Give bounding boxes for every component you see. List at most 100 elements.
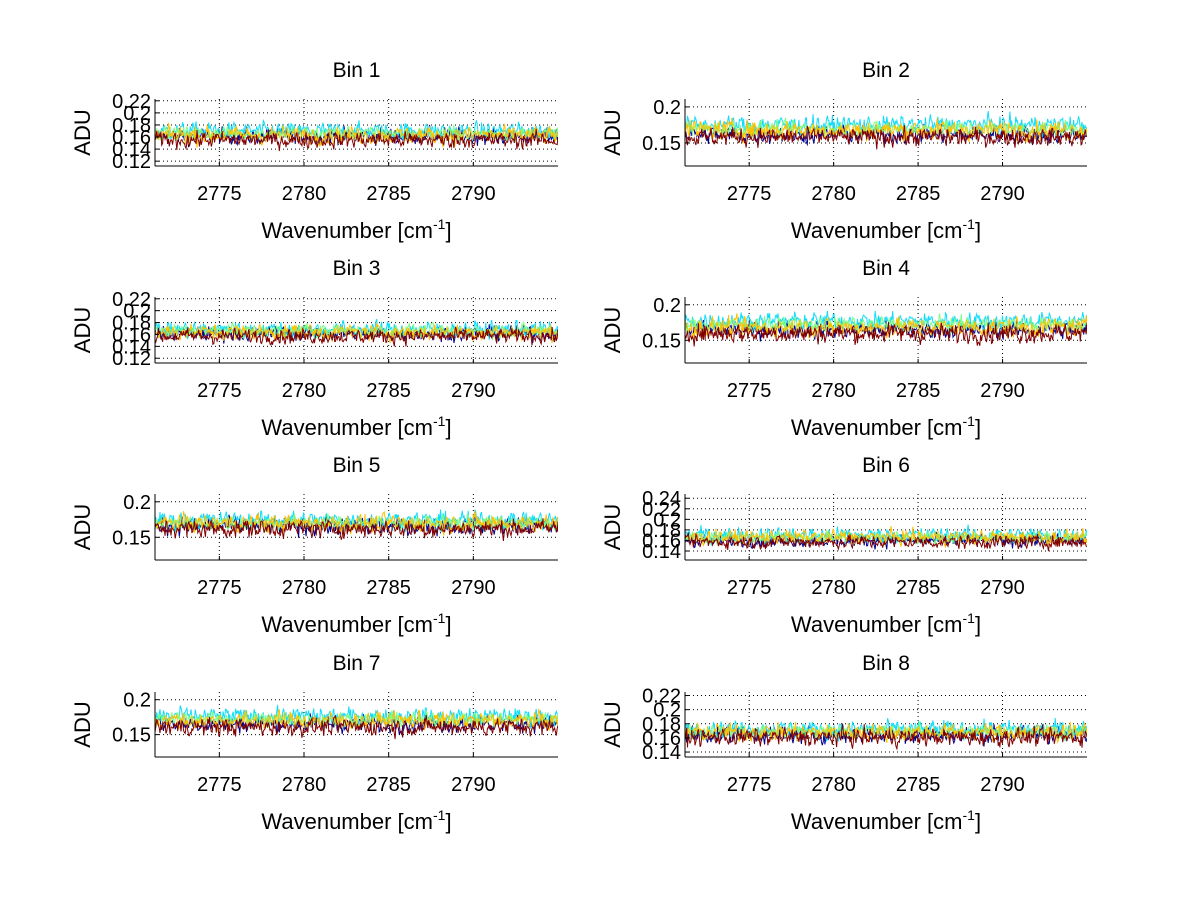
x-axis-label-text: Wavenumber [cm xyxy=(791,218,963,243)
x-axis-label-bracket: ] xyxy=(445,218,451,243)
series-line-5 xyxy=(155,326,558,347)
x-tick-label: 2780 xyxy=(811,577,856,599)
x-axis-label-superscript: -1 xyxy=(433,216,446,232)
series-line-4 xyxy=(685,721,1087,744)
series-line-4 xyxy=(685,526,1087,549)
y-tick-label: 0.2 xyxy=(653,700,681,722)
x-axis-label-bracket: ] xyxy=(975,218,981,243)
x-axis-label-superscript: -1 xyxy=(433,413,446,429)
y-tick-label: 0.15 xyxy=(642,133,681,155)
x-axis-label: Wavenumber [cm-1] xyxy=(791,807,981,834)
x-axis-label-bracket: ] xyxy=(975,809,981,834)
x-tick-label: 2790 xyxy=(980,183,1025,205)
x-axis-label-superscript: -1 xyxy=(963,610,976,626)
y-axis-label: ADU xyxy=(600,307,625,353)
x-axis-label-text: Wavenumber [cm xyxy=(261,415,433,440)
x-tick-label: 2775 xyxy=(727,774,772,796)
subplot-title: Bin 6 xyxy=(862,454,910,477)
x-tick-label: 2775 xyxy=(197,577,242,599)
y-axis-label: ADU xyxy=(70,701,95,747)
x-tick-label: 2785 xyxy=(896,577,941,599)
y-tick-label: 0.22 xyxy=(642,686,681,708)
y-tick-label: 0.22 xyxy=(112,289,151,311)
subplot-title: Bin 8 xyxy=(862,652,910,675)
series-line-4 xyxy=(155,510,558,536)
subplot-title: Bin 2 xyxy=(862,59,910,82)
x-axis-label-text: Wavenumber [cm xyxy=(791,612,963,637)
y-tick-label: 0.18 xyxy=(112,313,151,335)
x-tick-label: 2790 xyxy=(980,774,1025,796)
y-tick-label: 0.18 xyxy=(642,714,681,736)
x-tick-label: 2785 xyxy=(896,183,941,205)
series-line-5 xyxy=(685,532,1087,552)
x-axis-label-text: Wavenumber [cm xyxy=(261,612,433,637)
subplot-bin-3: 2775 2780 2785 2790 0.120.140.160.180.20.22 B… xyxy=(70,257,558,440)
y-tick-label: 0.12 xyxy=(112,348,151,370)
x-axis-label-bracket: ] xyxy=(975,612,981,637)
x-tick-label: 2775 xyxy=(197,183,242,205)
series-line-5 xyxy=(685,321,1087,347)
x-axis-label-bracket: ] xyxy=(975,415,981,440)
x-axis-label: Wavenumber [cm-1] xyxy=(791,216,981,243)
y-axis-label: ADU xyxy=(600,504,625,550)
y-axis-label: ADU xyxy=(70,504,95,550)
y-tick-label: 0.16 xyxy=(112,127,151,149)
y-tick-label: 0.14 xyxy=(112,139,151,161)
y-tick-label: 0.14 xyxy=(112,336,151,358)
x-axis-label-superscript: -1 xyxy=(963,413,976,429)
subplot-bin-5: 2775 2780 2785 2790 0.15 0.2 Bin 5 Wavenumber [… xyxy=(70,454,558,637)
x-tick-label: 2790 xyxy=(980,577,1025,599)
subplot-title: Bin 3 xyxy=(333,257,381,280)
x-axis-label-bracket: ] xyxy=(445,612,451,637)
x-tick-label: 2775 xyxy=(727,577,772,599)
series-line-4 xyxy=(685,313,1087,340)
x-tick-label: 2785 xyxy=(366,183,411,205)
x-axis-label-superscript: -1 xyxy=(963,807,976,823)
x-axis-label: Wavenumber [cm-1] xyxy=(261,610,451,637)
x-tick-label: 2785 xyxy=(896,380,941,402)
y-tick-label: 0.2 xyxy=(653,509,681,531)
series-line-4 xyxy=(685,117,1087,144)
series-line-5 xyxy=(685,125,1087,150)
x-tick-label: 2775 xyxy=(727,183,772,205)
x-tick-label: 2780 xyxy=(282,183,327,205)
series-line-4 xyxy=(155,708,558,732)
x-axis-label: Wavenumber [cm-1] xyxy=(261,413,451,440)
y-tick-label: 0.15 xyxy=(112,725,151,747)
x-tick-label: 2780 xyxy=(282,380,327,402)
subplot-bin-2: 2775 2780 2785 2790 0.15 0.2 Bin 2 Wavenumber [… xyxy=(600,59,1087,243)
x-tick-label: 2785 xyxy=(366,577,411,599)
subplot-bin-1: 2775 2780 2785 2790 0.120.140.160.180.20.22 B… xyxy=(70,59,558,243)
x-axis-label-text: Wavenumber [cm xyxy=(791,415,963,440)
x-axis-label-superscript: -1 xyxy=(433,610,446,626)
x-axis-label-text: Wavenumber [cm xyxy=(261,809,433,834)
y-tick-label: 0.15 xyxy=(112,527,151,549)
y-tick-label: 0.2 xyxy=(123,492,151,514)
y-tick-label: 0.18 xyxy=(112,115,151,137)
y-tick-label: 0.18 xyxy=(642,520,681,542)
x-axis-label: Wavenumber [cm-1] xyxy=(261,216,451,243)
series-line-5 xyxy=(155,518,558,541)
x-tick-label: 2790 xyxy=(980,380,1025,402)
y-tick-label: 0.16 xyxy=(642,728,681,750)
subplot-bin-4: 2775 2780 2785 2790 0.15 0.2 Bin 4 Wavenumber [… xyxy=(600,257,1087,440)
x-axis-label-bracket: ] xyxy=(445,809,451,834)
subplot-title: Bin 7 xyxy=(333,652,381,675)
x-tick-label: 2780 xyxy=(811,183,856,205)
y-tick-label: 0.2 xyxy=(653,295,681,317)
subplot-bin-6: 2775 2780 2785 2790 0.140.160.180.20.220.24 B… xyxy=(600,454,1087,637)
x-axis-label-bracket: ] xyxy=(445,415,451,440)
subplot-title: Bin 1 xyxy=(333,59,381,82)
x-tick-label: 2780 xyxy=(811,774,856,796)
y-tick-label: 0.16 xyxy=(112,324,151,346)
y-tick-label: 0.22 xyxy=(112,91,151,113)
x-tick-label: 2775 xyxy=(197,774,242,796)
x-axis-label-text: Wavenumber [cm xyxy=(791,809,963,834)
y-axis-label: ADU xyxy=(600,701,625,747)
series-line-5 xyxy=(155,128,558,152)
y-tick-label: 0.2 xyxy=(123,301,151,323)
x-axis-label: Wavenumber [cm-1] xyxy=(791,610,981,637)
x-tick-label: 2790 xyxy=(451,183,496,205)
subplot-title: Bin 5 xyxy=(333,454,381,477)
